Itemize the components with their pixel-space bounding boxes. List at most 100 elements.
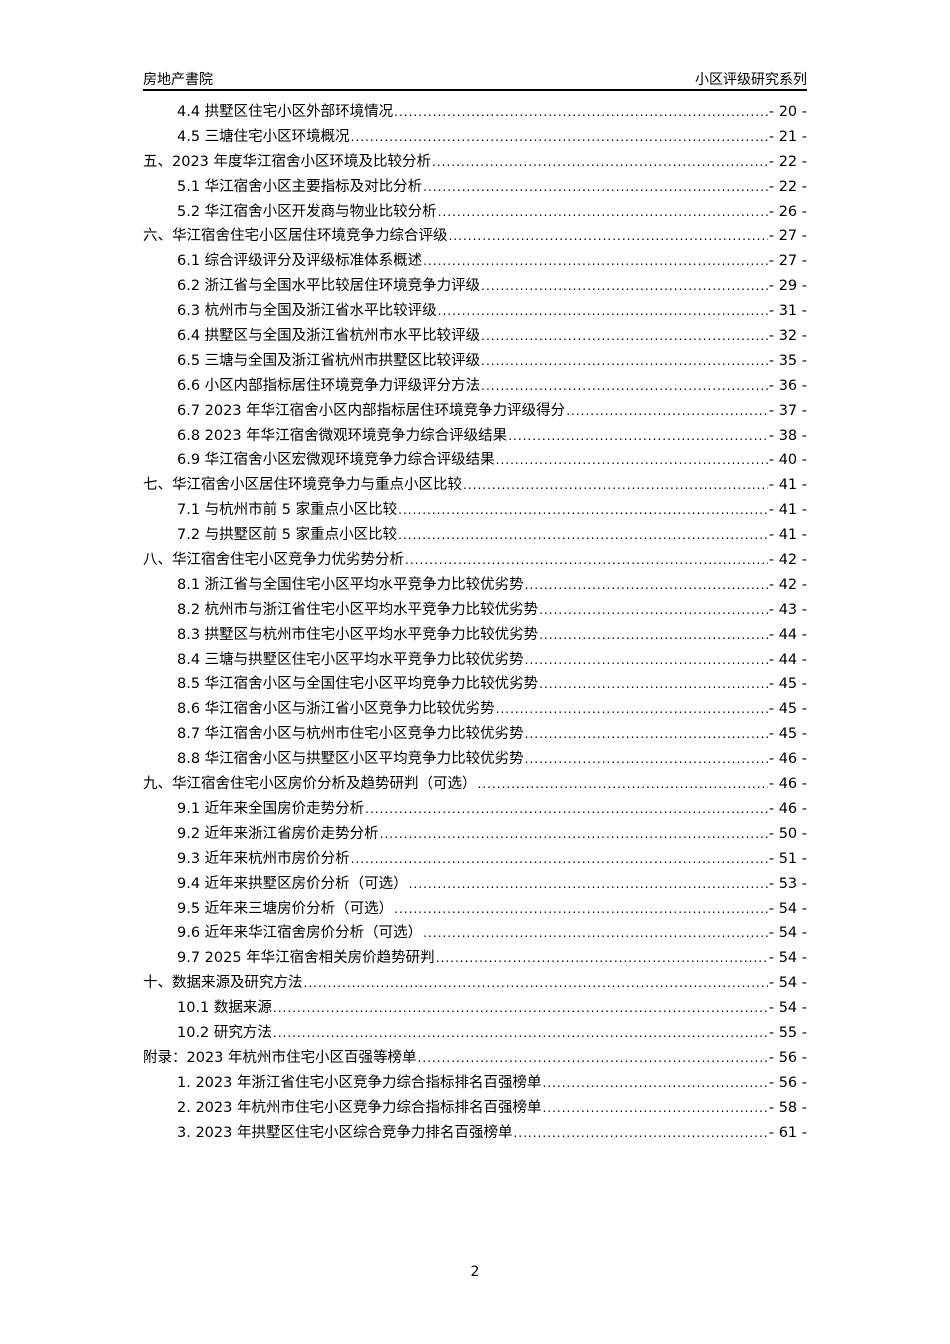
dot-leader [525,648,768,673]
toc-entry[interactable]: 7.1 与杭州市前 5 家重点小区比较 - 41 - [143,498,807,523]
toc-entry[interactable]: 6.7 2023 年华江宿舍小区内部指标居住环境竞争力评级得分 - 37 - [143,399,807,424]
toc-entry[interactable]: 9.3 近年来杭州市房价分析 - 51 - [143,847,807,872]
toc-entry[interactable]: 十、数据来源及研究方法 - 54 - [143,971,807,996]
toc-entry-title: 8.4 三塘与拱墅区住宅小区平均水平竞争力比较优劣势 [177,651,524,668]
dot-leader [539,672,768,697]
toc-entry[interactable]: 6.4 拱墅区与全国及浙江省杭州市水平比较评级 - 32 - [143,324,807,349]
dot-leader [418,1046,768,1071]
toc-entry-page: - 29 - [768,278,807,295]
toc-entry[interactable]: 6.3 杭州市与全国及浙江省水平比较评级 - 31 - [143,299,807,324]
toc-entry[interactable]: 6.9 华江宿舍小区宏微观环境竞争力综合评级结果 - 40 - [143,448,807,473]
toc-entry[interactable]: 8.8 华江宿舍小区与拱墅区小区平均竞争力比较优劣势 - 46 - [143,747,807,772]
toc-entry-title: 6.4 拱墅区与全国及浙江省杭州市水平比较评级 [177,328,481,345]
toc-entry-page: - 46 - [768,800,807,817]
toc-entry-page: - 54 - [768,925,807,942]
toc-entry-title: 1. 2023 年浙江省住宅小区竞争力综合指标排名百强榜单 [177,1074,542,1091]
toc-entry-title: 8.5 华江宿舍小区与全国住宅小区平均竞争力比较优劣势 [177,676,539,693]
toc-entry[interactable]: 6.5 三塘与全国及浙江省杭州市拱墅区比较评级 - 35 - [143,349,807,374]
toc-entry[interactable]: 8.2 杭州市与浙江省住宅小区平均水平竞争力比较优劣势 - 43 - [143,598,807,623]
toc-entry[interactable]: 7.2 与拱墅区前 5 家重点小区比较 - 41 - [143,523,807,548]
toc-entry[interactable]: 9.7 2025 年华江宿舍相关房价趋势研判 - 54 - [143,946,807,971]
dot-leader [436,946,768,971]
toc-entry-title: 6.3 杭州市与全国及浙江省水平比较评级 [177,303,437,320]
toc-entry[interactable]: 附录：2023 年杭州市住宅小区百强等榜单 - 56 - [143,1046,807,1071]
toc-entry-title: 9.5 近年来三塘房价分析（可选） [177,900,394,917]
toc-entry-title: 8.6 华江宿舍小区与浙江省小区竞争力比较优劣势 [177,701,495,718]
toc-entry-page: - 22 - [768,153,807,170]
toc-entry[interactable]: 八、华江宿舍住宅小区竞争力优劣势分析 - 42 - [143,548,807,573]
dot-leader [481,374,768,399]
toc-entry[interactable]: 5.2 华江宿舍小区开发商与物业比较分析 - 26 - [143,200,807,225]
toc-entry[interactable]: 五、2023 年度华江宿舍小区环境及比较分析 - 22 - [143,150,807,175]
toc-entry[interactable]: 9.6 近年来华江宿舍房价分析（可选） - 54 - [143,921,807,946]
toc-entry[interactable]: 10.2 研究方法 - 55 - [143,1021,807,1046]
dot-leader [438,299,768,324]
toc-entry-page: - 54 - [768,950,807,967]
toc-entry[interactable]: 8.6 华江宿舍小区与浙江省小区竞争力比较优劣势 - 45 - [143,697,807,722]
dot-leader [351,847,768,872]
dot-leader [508,424,768,449]
toc-entry[interactable]: 8.5 华江宿舍小区与全国住宅小区平均竞争力比较优劣势 - 45 - [143,672,807,697]
toc-entry[interactable]: 10.1 数据来源 - 54 - [143,996,807,1021]
dot-leader [481,324,768,349]
toc-entry[interactable]: 六、华江宿舍住宅小区居住环境竞争力综合评级 - 27 - [143,224,807,249]
dot-leader [409,872,768,897]
dot-leader [423,921,768,946]
dot-leader [525,747,768,772]
toc-entry-title: 附录：2023 年杭州市住宅小区百强等榜单 [143,1049,417,1066]
toc-entry-title: 10.2 研究方法 [177,1024,272,1041]
toc-entry[interactable]: 8.7 华江宿舍小区与杭州市住宅小区竞争力比较优劣势 - 45 - [143,722,807,747]
toc-entry-title: 十、数据来源及研究方法 [143,975,303,992]
toc-entry-title: 6.6 小区内部指标居住环境竞争力评级评分方法 [177,377,481,394]
toc-entry-title: 6.5 三塘与全国及浙江省杭州市拱墅区比较评级 [177,352,481,369]
dot-leader [398,498,768,523]
toc-entry-title: 8.3 拱墅区与杭州市住宅小区平均水平竞争力比较优劣势 [177,626,539,643]
toc-entry[interactable]: 6.2 浙江省与全国水平比较居住环境竞争力评级 - 29 - [143,274,807,299]
toc-entry[interactable]: 6.1 综合评级评分及评级标准体系概述 - 27 - [143,249,807,274]
dot-leader [542,1071,767,1096]
dot-leader [525,722,768,747]
toc-entry[interactable]: 4.4 拱墅区住宅小区外部环境情况 - 20 - [143,100,807,125]
toc-entry-title: 6.1 综合评级评分及评级标准体系概述 [177,253,423,270]
toc-entry[interactable]: 8.4 三塘与拱墅区住宅小区平均水平竞争力比较优劣势 - 44 - [143,648,807,673]
toc-entry[interactable]: 8.3 拱墅区与杭州市住宅小区平均水平竞争力比较优劣势 - 44 - [143,623,807,648]
toc-entry[interactable]: 2. 2023 年杭州市住宅小区竞争力综合指标排名百强榜单 - 58 - [143,1096,807,1121]
toc-entry-page: - 26 - [768,203,807,220]
toc-entry-page: - 27 - [768,253,807,270]
toc-entry[interactable]: 4.5 三塘住宅小区环境概况 - 21 - [143,125,807,150]
toc-entry[interactable]: 6.6 小区内部指标居住环境竞争力评级评分方法 - 36 - [143,374,807,399]
toc-entry-page: - 43 - [768,601,807,618]
toc-entry[interactable]: 9.5 近年来三塘房价分析（可选） - 54 - [143,897,807,922]
toc-entry-page: - 54 - [768,975,807,992]
toc-entry[interactable]: 七、华江宿舍小区居住环境竞争力与重点小区比较 - 41 - [143,473,807,498]
dot-leader [423,249,768,274]
toc-entry-page: - 36 - [768,377,807,394]
toc-entry-page: - 20 - [768,104,807,120]
header-left: 房地产書院 [143,72,213,88]
toc-entry-page: - 53 - [768,875,807,892]
toc-entry-title: 9.3 近年来杭州市房价分析 [177,850,350,867]
toc-entry[interactable]: 3. 2023 年拱墅区住宅小区综合竞争力排名百强榜单 - 61 - [143,1121,807,1146]
dot-leader [542,1096,767,1121]
toc-entry-page: - 35 - [768,352,807,369]
dot-leader [432,150,768,175]
toc-entry[interactable]: 6.8 2023 年华江宿舍微观环境竞争力综合评级结果 - 38 - [143,424,807,449]
toc-entry-title: 8.2 杭州市与浙江省住宅小区平均水平竞争力比较优劣势 [177,601,539,618]
toc-entry-title: 2. 2023 年杭州市住宅小区竞争力综合指标排名百强榜单 [177,1099,542,1116]
toc-entry-page: - 46 - [768,751,807,768]
toc-entry[interactable]: 8.1 浙江省与全国住宅小区平均水平竞争力比较优劣势 - 42 - [143,573,807,598]
toc-entry[interactable]: 九、华江宿舍住宅小区房价分析及趋势研判（可选） - 46 - [143,772,807,797]
toc-entry[interactable]: 9.1 近年来全国房价走势分析 - 46 - [143,797,807,822]
toc-entry-title: 6.9 华江宿舍小区宏微观环境竞争力综合评级结果 [177,452,495,469]
toc-entry-title: 4.4 拱墅区住宅小区外部环境情况 [177,104,394,120]
toc-entry[interactable]: 1. 2023 年浙江省住宅小区竞争力综合指标排名百强榜单 - 56 - [143,1071,807,1096]
toc-entry[interactable]: 9.2 近年来浙江省房价走势分析 - 50 - [143,822,807,847]
toc-entry-title: 8.1 浙江省与全国住宅小区平均水平竞争力比较优劣势 [177,576,524,593]
toc-entry[interactable]: 5.1 华江宿舍小区主要指标及对比分析 - 22 - [143,175,807,200]
toc-entry[interactable]: 9.4 近年来拱墅区房价分析（可选） - 53 - [143,872,807,897]
toc-entry-page: - 37 - [768,402,807,419]
dot-leader [525,573,768,598]
dot-leader [481,274,768,299]
dot-leader [478,772,768,797]
toc-entry-page: - 22 - [768,178,807,195]
